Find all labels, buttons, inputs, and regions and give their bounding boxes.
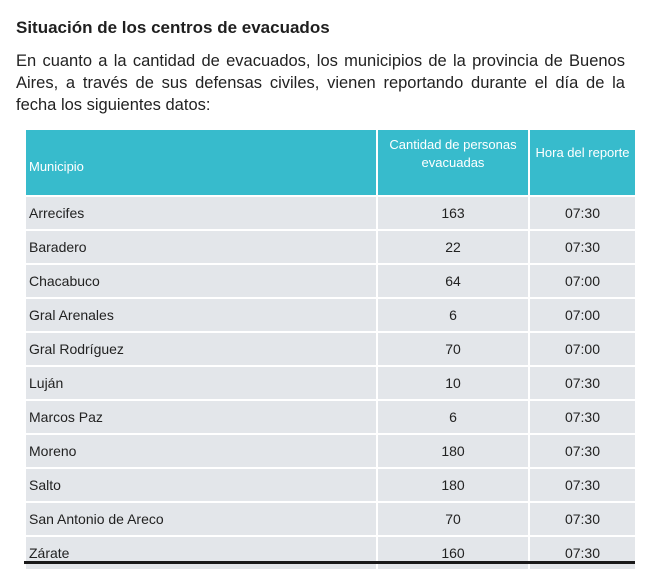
page-title: Situación de los centros de evacuados — [16, 18, 330, 37]
table-row: Chacabuco 64 07:00 — [26, 265, 635, 297]
cell-municipio: San Antonio de Areco — [26, 503, 376, 535]
cell-cantidad: 70 — [378, 503, 528, 535]
cell-municipio: Baradero — [26, 231, 376, 263]
cell-cantidad: 163 — [378, 197, 528, 229]
table-row: Moreno 180 07:30 — [26, 435, 635, 467]
evacuees-table-container: Municipio Cantidad de personas evacuadas… — [24, 128, 635, 571]
table-body: Arrecifes 163 07:30 Baradero 22 07:30 Chacabuc… — [26, 197, 635, 569]
column-header-municipio: Municipio — [26, 130, 376, 195]
cell-hora: 07:30 — [530, 401, 635, 433]
cell-municipio: Zárate — [26, 537, 376, 569]
cell-cantidad: 70 — [378, 333, 528, 365]
cell-hora: 07:30 — [530, 197, 635, 229]
cell-municipio: Gral Rodríguez — [26, 333, 376, 365]
cell-hora: 07:00 — [530, 299, 635, 331]
table-bottom-rule — [24, 561, 635, 564]
cell-cantidad: 6 — [378, 401, 528, 433]
cell-municipio: Salto — [26, 469, 376, 501]
table-row: Luján 10 07:30 — [26, 367, 635, 399]
intro-paragraph: En cuanto a la cantidad de evacuados, lo… — [16, 52, 625, 114]
cell-cantidad: 64 — [378, 265, 528, 297]
cell-municipio: Luján — [26, 367, 376, 399]
cell-hora: 07:30 — [530, 231, 635, 263]
table-row: Zárate 160 07:30 — [26, 537, 635, 569]
cell-cantidad: 180 — [378, 469, 528, 501]
cell-municipio: Arrecifes — [26, 197, 376, 229]
table-row: Gral Arenales 6 07:00 — [26, 299, 635, 331]
column-header-hora: Hora del reporte — [530, 130, 635, 195]
column-header-cantidad: Cantidad de personas evacuadas — [378, 130, 528, 195]
cell-cantidad: 160 — [378, 537, 528, 569]
cell-municipio: Chacabuco — [26, 265, 376, 297]
cell-cantidad: 10 — [378, 367, 528, 399]
cell-hora: 07:30 — [530, 537, 635, 569]
cell-cantidad: 22 — [378, 231, 528, 263]
table-row: San Antonio de Areco 70 07:30 — [26, 503, 635, 535]
cell-hora: 07:00 — [530, 265, 635, 297]
cell-cantidad: 6 — [378, 299, 528, 331]
cell-hora: 07:30 — [530, 367, 635, 399]
table-row: Baradero 22 07:30 — [26, 231, 635, 263]
cell-hora: 07:30 — [530, 435, 635, 467]
cell-hora: 07:30 — [530, 469, 635, 501]
cell-cantidad: 180 — [378, 435, 528, 467]
table-row: Salto 180 07:30 — [26, 469, 635, 501]
table-header-row: Municipio Cantidad de personas evacuadas… — [26, 130, 635, 195]
evacuees-table: Municipio Cantidad de personas evacuadas… — [24, 128, 637, 571]
cell-hora: 07:30 — [530, 503, 635, 535]
table-row: Arrecifes 163 07:30 — [26, 197, 635, 229]
cell-municipio: Marcos Paz — [26, 401, 376, 433]
table-row: Gral Rodríguez 70 07:00 — [26, 333, 635, 365]
cell-hora: 07:00 — [530, 333, 635, 365]
cell-municipio: Gral Arenales — [26, 299, 376, 331]
cell-municipio: Moreno — [26, 435, 376, 467]
table-row: Marcos Paz 6 07:30 — [26, 401, 635, 433]
